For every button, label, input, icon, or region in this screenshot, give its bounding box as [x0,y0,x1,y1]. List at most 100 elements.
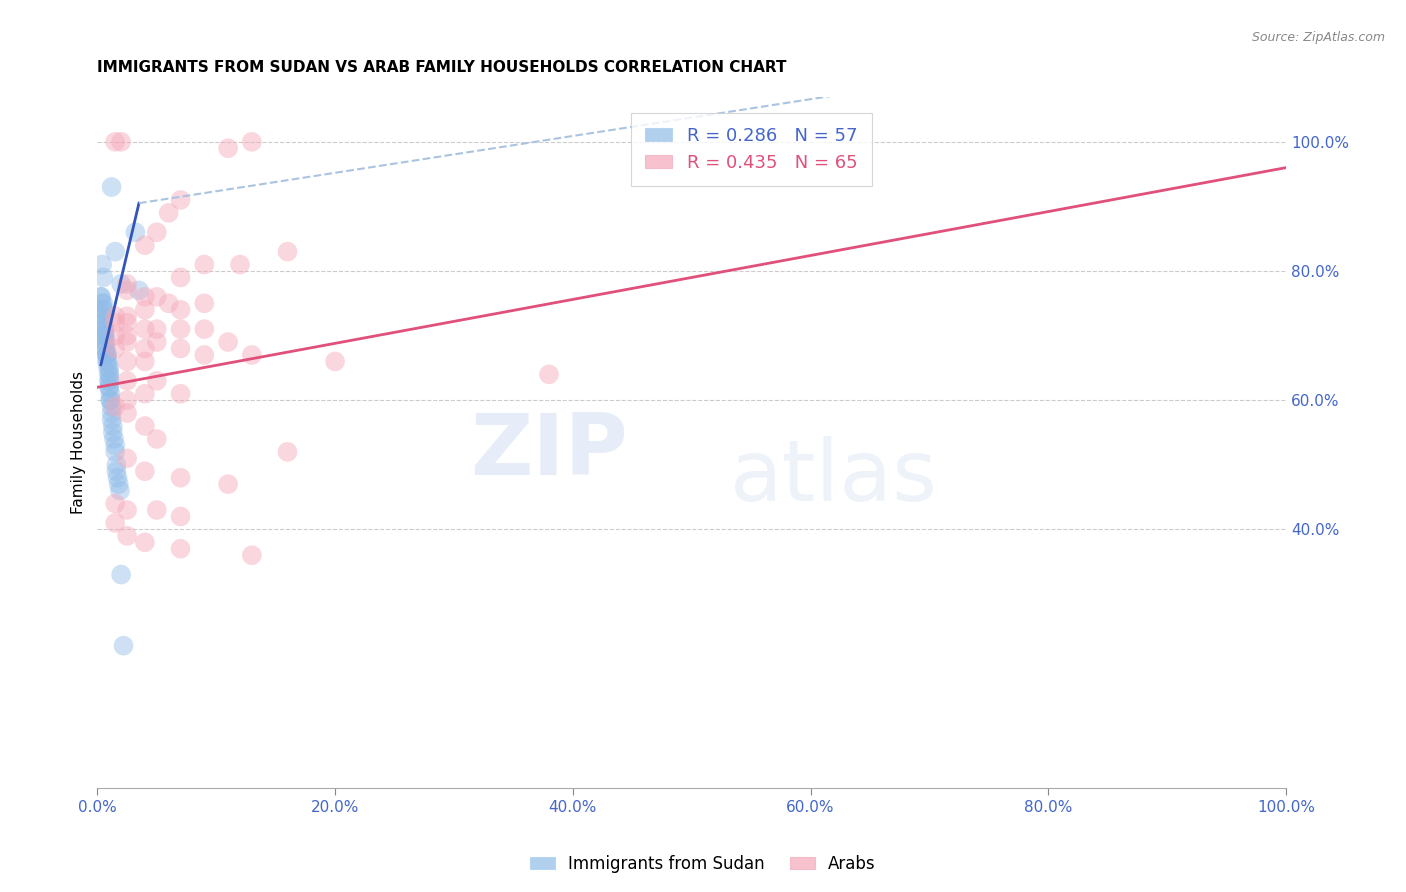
Point [193,296,215,310]
Point [115,374,138,388]
Point [128,284,150,298]
Point [97,354,120,368]
Point [105,464,128,478]
Legend: Immigrants from Sudan, Arabs: Immigrants from Sudan, Arabs [523,848,883,880]
Point [98,360,121,375]
Point [91,316,114,330]
Point [134,464,156,478]
Point [104,438,127,452]
Point [217,334,239,349]
Point [169,322,191,336]
Point [100,386,122,401]
Point [193,322,215,336]
Point [157,296,180,310]
Point [115,284,138,298]
Point [110,135,132,149]
Point [146,225,169,239]
Point [104,328,127,343]
Point [134,290,156,304]
Point [134,419,156,434]
Point [91,296,114,310]
Point [104,497,127,511]
Point [93,328,115,343]
Point [90,290,112,304]
Point [93,328,115,343]
Point [107,477,129,491]
Point [146,290,169,304]
Point [98,374,121,388]
Point [134,342,156,356]
Point [93,334,115,349]
Point [124,225,146,239]
Point [115,503,138,517]
Point [104,445,127,459]
Point [277,445,299,459]
Point [169,471,191,485]
Point [104,244,127,259]
Point [110,567,132,582]
Point [91,270,114,285]
Point [169,270,191,285]
Point [217,141,239,155]
Point [115,354,138,368]
Point [94,342,117,356]
Point [91,258,114,272]
Point [115,529,138,543]
Point [134,354,156,368]
Point [107,471,129,485]
Point [169,302,191,317]
Point [115,451,138,466]
Point [94,334,117,349]
Point [100,393,122,408]
Text: ZIP: ZIP [470,410,628,493]
Point [98,368,121,382]
Point [169,386,191,401]
Point [229,258,252,272]
Point [98,380,121,394]
Point [146,374,169,388]
Point [193,258,215,272]
Point [134,386,156,401]
Point [240,548,263,562]
Point [100,406,122,420]
Point [97,360,120,375]
Point [146,432,169,446]
Point [96,348,118,362]
Point [100,412,122,426]
Point [134,238,156,252]
Point [100,393,122,408]
Point [134,302,156,317]
Point [101,425,124,440]
Point [240,135,263,149]
Point [217,477,239,491]
Point [115,328,138,343]
Point [104,400,127,414]
Point [104,316,127,330]
Point [93,322,115,336]
Point [91,310,114,324]
Point [277,244,299,259]
Point [91,310,114,324]
Point [98,374,121,388]
Point [98,368,121,382]
Point [104,516,127,530]
Point [193,348,215,362]
Point [96,348,118,362]
Text: atlas: atlas [730,436,938,519]
Point [105,458,128,472]
Y-axis label: Family Households: Family Households [72,371,86,514]
Point [91,316,114,330]
Point [134,535,156,549]
Point [169,342,191,356]
Point [100,400,122,414]
Point [96,354,118,368]
Point [91,302,114,317]
Point [100,180,122,194]
Legend: R = 0.286   N = 57, R = 0.435   N = 65: R = 0.286 N = 57, R = 0.435 N = 65 [630,112,872,186]
Point [104,342,127,356]
Point [104,310,127,324]
Point [98,380,121,394]
Point [169,509,191,524]
Point [240,348,263,362]
Point [112,639,135,653]
